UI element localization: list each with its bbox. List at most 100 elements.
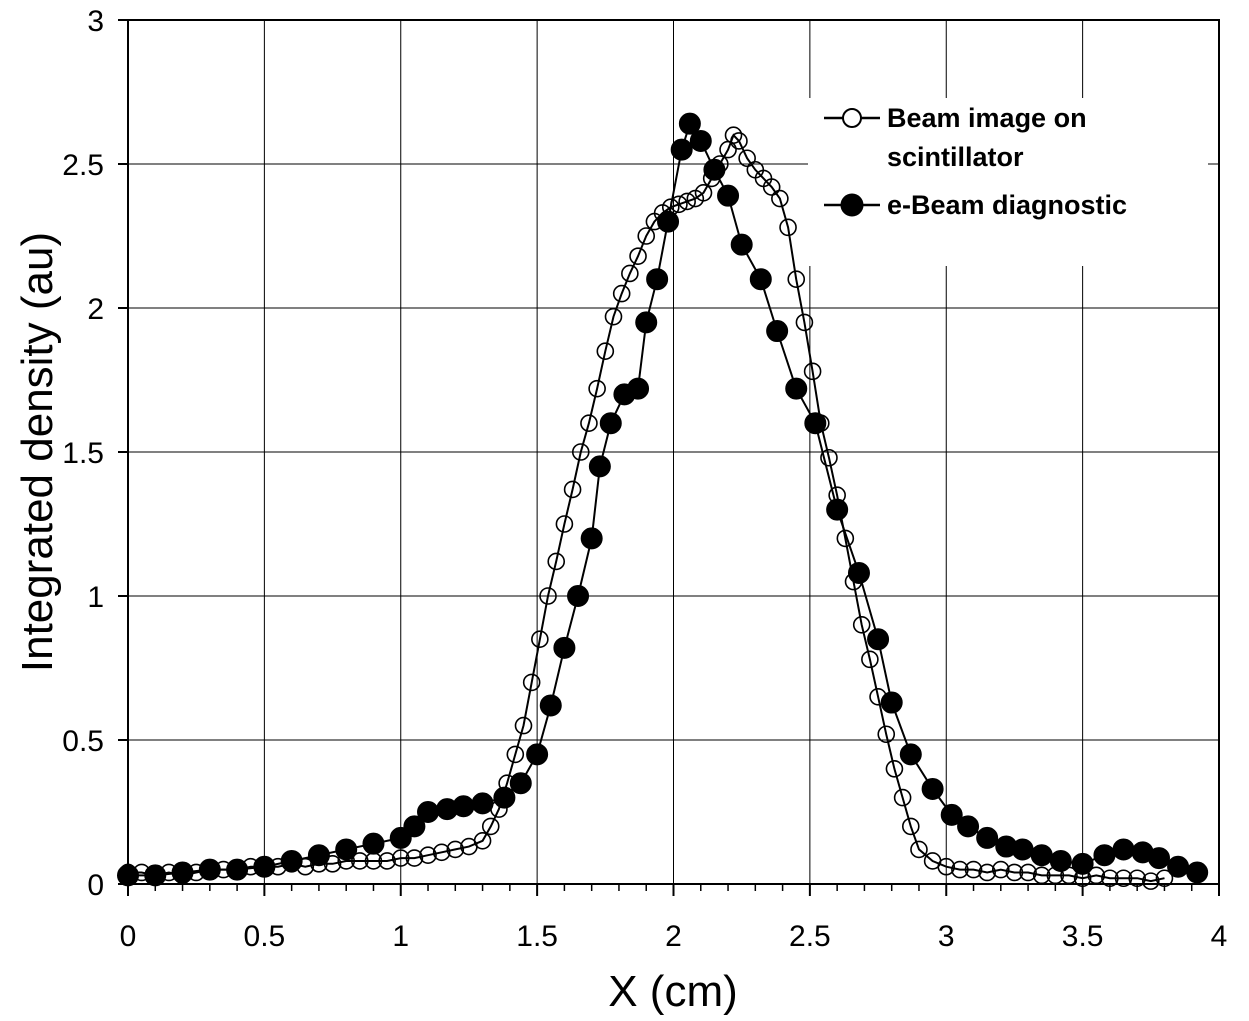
data-point [957, 815, 980, 838]
data-point [804, 412, 827, 435]
data-point [446, 840, 465, 859]
data-point [937, 857, 956, 876]
x-tick-label: 3 [938, 920, 955, 953]
data-point [351, 852, 369, 870]
data-point [637, 227, 656, 245]
data-point [599, 412, 622, 435]
data-point [689, 129, 712, 152]
data-point [670, 138, 693, 161]
data-point [612, 284, 631, 303]
data-point [144, 864, 167, 887]
data-point [880, 691, 903, 714]
data-point [646, 268, 669, 291]
x-tick-label: 2 [665, 920, 682, 953]
legend-marker-diagnostic [840, 193, 864, 217]
data-point [940, 803, 963, 826]
x-axis-title: X (cm) [608, 967, 738, 1016]
data-point [787, 270, 806, 289]
y-tick-label: 0.5 [62, 725, 104, 758]
data-point [1147, 847, 1170, 870]
data-point [506, 745, 525, 764]
data-point [307, 844, 330, 867]
data-point [1112, 838, 1135, 861]
data-point [417, 801, 440, 823]
data-point [563, 480, 582, 499]
data-point [471, 792, 494, 815]
data-point [1011, 838, 1034, 861]
y-tick-label: 2 [87, 293, 104, 326]
data-point [795, 313, 814, 332]
data-point [539, 587, 557, 605]
y-axis-title: Integrated density (au) [13, 232, 62, 672]
data-point [378, 852, 396, 870]
data-point [571, 443, 590, 461]
data-point [452, 795, 475, 818]
data-point [588, 379, 606, 398]
data-point [893, 788, 912, 807]
data-point [1030, 844, 1053, 867]
x-tick-label: 1 [392, 920, 409, 953]
data-point [580, 527, 603, 550]
data-point [730, 132, 748, 150]
tick-labels: 0 0.5 1 1.5 2 2.5 3 3.5 4 0 0.5 1 1.5 2 2.5 3 [62, 5, 1227, 953]
x-tick-label: 1.5 [516, 920, 558, 953]
data-point [635, 311, 658, 334]
legend-label-diagnostic: e-Beam diagnostic [887, 190, 1127, 220]
data-point [749, 268, 772, 291]
data-point [820, 448, 838, 467]
data-point [1005, 863, 1024, 882]
data-point [473, 831, 492, 850]
data-point [553, 636, 576, 659]
legend-background [808, 98, 1208, 266]
data-point [596, 342, 615, 361]
data-point [766, 320, 789, 343]
data-point [391, 849, 410, 867]
data-point [861, 650, 879, 669]
data-point [555, 515, 574, 533]
x-tick-label: 0 [120, 920, 137, 953]
data-point [1071, 852, 1094, 875]
x-tick-label: 0.5 [244, 920, 286, 953]
data-point [580, 414, 598, 433]
data-point [852, 615, 871, 634]
data-point [405, 849, 424, 867]
y-tick-label: 1 [87, 581, 104, 614]
x-tick-label: 3.5 [1062, 920, 1104, 953]
data-point [694, 184, 713, 202]
y-tick-label: 2.5 [62, 149, 104, 182]
data-point [978, 863, 996, 882]
data-point [1093, 844, 1116, 867]
data-point [1019, 863, 1037, 882]
data-point [1186, 861, 1209, 884]
legend: Beam image on scintillator e-Beam diagno… [808, 98, 1208, 266]
data-point [522, 673, 541, 692]
data-point [629, 247, 647, 265]
y-tick-label: 1.5 [62, 437, 104, 470]
data-point [547, 552, 566, 571]
data-point [785, 377, 808, 400]
data-point [738, 149, 756, 168]
data-point [432, 843, 451, 862]
data-point [627, 377, 650, 400]
data-point [847, 561, 870, 584]
data-point [621, 264, 639, 283]
y-tick-label: 3 [87, 5, 104, 38]
data-point [964, 860, 983, 879]
data-point [899, 743, 922, 766]
data-point [678, 112, 701, 135]
series-2 [117, 112, 1209, 887]
legend-marker-scintillator [842, 108, 862, 128]
data-point [910, 840, 928, 859]
data-point [1114, 869, 1133, 888]
x-tick-label: 2.5 [789, 920, 831, 953]
legend-label-scintillator-line2: scintillator [887, 142, 1024, 172]
data-point [280, 849, 303, 872]
data-point [531, 630, 549, 649]
data-point [703, 158, 726, 181]
data-point [403, 815, 426, 838]
data-point [567, 585, 590, 607]
data-point [951, 860, 969, 879]
data-point [539, 694, 562, 717]
data-point [991, 860, 1010, 879]
